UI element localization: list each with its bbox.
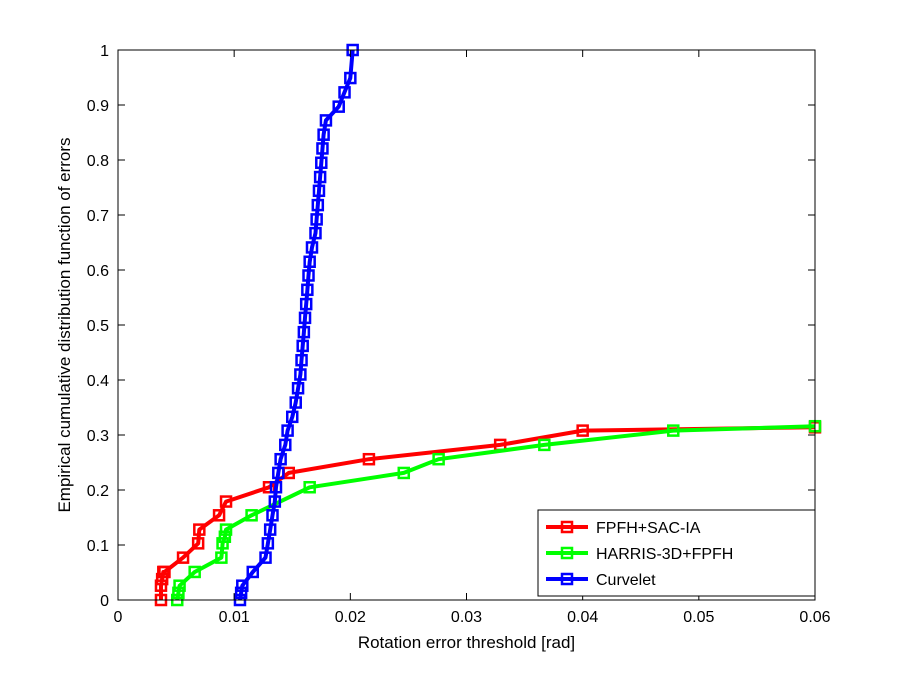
legend-entry: HARRIS-3D+FPFH bbox=[546, 546, 733, 563]
data-point bbox=[219, 495, 233, 508]
data-point bbox=[310, 213, 323, 226]
series-layer bbox=[154, 43, 822, 607]
y-tick-label: 0.2 bbox=[87, 483, 109, 500]
data-point bbox=[269, 481, 283, 494]
legend: FPFH+SAC-IA HARRIS-3D+FPFH Curvelet bbox=[537, 509, 816, 597]
data-point bbox=[261, 537, 275, 550]
data-point bbox=[294, 368, 307, 381]
data-point bbox=[296, 339, 309, 353]
y-tick-label: 1 bbox=[100, 43, 109, 60]
x-tick-label: 0 bbox=[114, 609, 123, 626]
series-1 bbox=[170, 419, 822, 607]
y-tick-label: 0 bbox=[100, 593, 109, 610]
x-tick-label: 0.02 bbox=[335, 609, 366, 626]
data-point bbox=[312, 184, 326, 198]
plot-background bbox=[118, 50, 815, 600]
data-point bbox=[212, 509, 226, 522]
data-point bbox=[316, 142, 329, 155]
y-tick-label: 0.5 bbox=[87, 318, 109, 335]
series-line bbox=[238, 49, 355, 601]
data-point bbox=[279, 438, 292, 452]
data-point bbox=[297, 325, 311, 339]
y-tick-label: 0.7 bbox=[87, 208, 109, 225]
y-tick-label: 0.6 bbox=[87, 263, 109, 280]
data-point bbox=[245, 509, 258, 522]
y-tick-label: 0.9 bbox=[87, 98, 109, 115]
data-point bbox=[291, 382, 305, 395]
data-point bbox=[172, 586, 185, 600]
data-point bbox=[315, 156, 328, 169]
data-point bbox=[268, 495, 282, 508]
data-point bbox=[188, 565, 201, 579]
data-point bbox=[155, 572, 169, 586]
data-point bbox=[219, 523, 233, 536]
data-point bbox=[259, 551, 272, 564]
data-point bbox=[274, 452, 287, 466]
data-point bbox=[266, 509, 279, 522]
data-point bbox=[298, 311, 312, 325]
data-point bbox=[193, 523, 206, 536]
data-point bbox=[295, 353, 308, 367]
legend-entry: FPFH+SAC-IA bbox=[546, 520, 701, 537]
data-point bbox=[319, 114, 333, 127]
series-2 bbox=[233, 43, 359, 607]
data-point bbox=[309, 226, 322, 240]
data-point bbox=[173, 579, 186, 592]
data-point bbox=[246, 565, 260, 579]
x-tick-label: 0.05 bbox=[683, 609, 714, 626]
x-tick-label: 0.01 bbox=[219, 609, 250, 626]
data-point bbox=[576, 424, 589, 437]
x-tick-label: 0.03 bbox=[451, 609, 482, 626]
data-point bbox=[289, 396, 302, 409]
data-point bbox=[281, 424, 294, 437]
legend-label: HARRIS-3D+FPFH bbox=[596, 546, 733, 563]
data-point bbox=[218, 530, 232, 543]
x-tick-label: 0.06 bbox=[799, 609, 830, 626]
legend-entry: Curvelet bbox=[546, 572, 656, 589]
data-point bbox=[338, 86, 351, 99]
legend-swatch-marker bbox=[560, 572, 574, 586]
y-axis-label: Empirical cumulative distribution functi… bbox=[55, 137, 74, 512]
data-point bbox=[236, 579, 249, 592]
data-point bbox=[305, 241, 319, 254]
data-point bbox=[299, 297, 313, 311]
legend-swatch-marker bbox=[560, 520, 574, 534]
data-point bbox=[234, 586, 248, 600]
data-point bbox=[397, 466, 411, 480]
data-point bbox=[286, 410, 299, 424]
data-point bbox=[667, 424, 680, 437]
data-point bbox=[303, 255, 316, 268]
data-point bbox=[332, 100, 345, 113]
y-tick-label: 0.1 bbox=[87, 538, 109, 555]
data-point bbox=[191, 537, 205, 550]
data-point bbox=[362, 452, 376, 466]
legend-swatch-marker bbox=[560, 546, 574, 560]
y-tick-label: 0.4 bbox=[87, 373, 109, 390]
data-point bbox=[302, 269, 315, 282]
data-point bbox=[176, 551, 190, 564]
y-tick-label: 0.3 bbox=[87, 428, 109, 445]
data-point bbox=[303, 481, 316, 494]
data-point bbox=[263, 523, 277, 536]
data-point bbox=[432, 452, 445, 466]
x-axis-label: Rotation error threshold [rad] bbox=[358, 633, 575, 652]
x-tick-label: 0.04 bbox=[567, 609, 598, 626]
data-point bbox=[538, 438, 551, 452]
legend-label: Curvelet bbox=[596, 572, 656, 589]
data-point bbox=[215, 551, 228, 564]
data-point bbox=[158, 565, 171, 579]
y-tick-label: 0.8 bbox=[87, 153, 109, 170]
plot-area bbox=[118, 50, 815, 600]
data-point bbox=[311, 198, 325, 212]
series-line bbox=[159, 425, 816, 600]
data-point bbox=[313, 170, 327, 184]
data-point bbox=[317, 128, 330, 141]
data-point bbox=[344, 71, 357, 85]
data-point bbox=[154, 579, 168, 592]
data-point bbox=[272, 466, 285, 480]
legend-label: FPFH+SAC-IA bbox=[596, 520, 701, 537]
data-point bbox=[301, 283, 314, 297]
data-point bbox=[216, 537, 229, 550]
